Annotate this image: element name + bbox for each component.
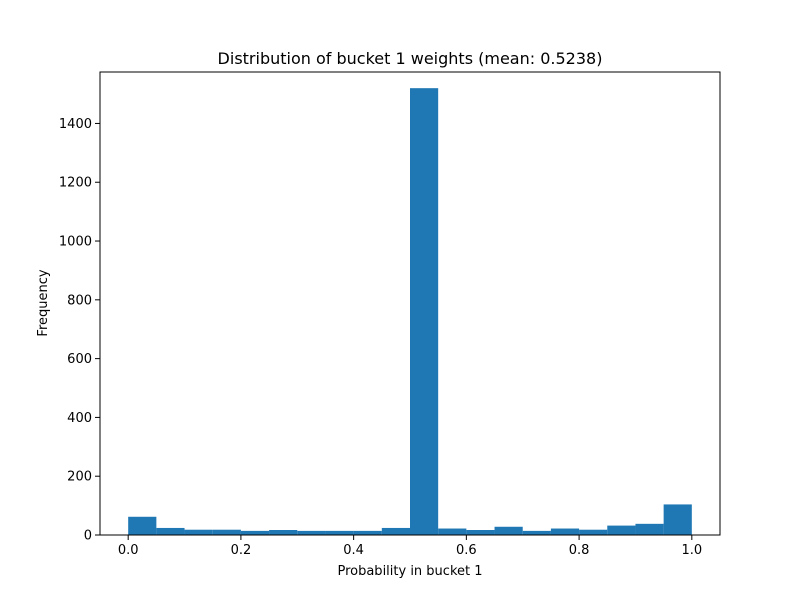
x-tick-label: 0.4 — [343, 543, 364, 558]
x-tick-label: 0.2 — [231, 543, 252, 558]
x-tick-label: 0.0 — [118, 543, 139, 558]
y-axis-label: Frequency — [36, 269, 51, 336]
y-tick-label: 800 — [67, 293, 92, 308]
histogram-bar — [297, 530, 326, 535]
histogram-bar — [381, 527, 410, 535]
histogram-bar — [410, 88, 439, 536]
histogram-bar — [550, 528, 580, 535]
histogram-bar — [579, 529, 608, 535]
histogram-bar — [156, 527, 185, 535]
x-axis-ticks: 0.0 0.2 0.4 0.6 0.8 1.0 — [118, 535, 702, 558]
y-tick-label: 1400 — [59, 117, 92, 132]
y-tick-label: 200 — [67, 470, 92, 485]
x-axis-label: Probability in bucket 1 — [337, 564, 482, 579]
histogram-bar — [184, 529, 213, 535]
histogram-bar — [212, 529, 241, 535]
x-tick-label: 0.6 — [456, 543, 477, 558]
bars-group — [128, 88, 692, 536]
y-axis-ticks: 0 200 400 600 800 1000 1200 1400 — [59, 117, 100, 544]
histogram-bar — [663, 504, 692, 535]
y-tick-label: 400 — [67, 411, 92, 426]
y-tick-label: 1000 — [59, 235, 92, 250]
histogram-bar — [522, 530, 551, 535]
histogram-bar — [128, 516, 157, 535]
histogram-bar — [607, 525, 636, 535]
histogram-bar — [438, 528, 467, 535]
chart-title: Distribution of bucket 1 weights (mean: … — [218, 49, 603, 68]
histogram-bar — [240, 530, 270, 535]
histogram-bar — [494, 526, 523, 535]
histogram-bar — [353, 530, 382, 535]
y-tick-label: 1200 — [59, 176, 92, 191]
histogram-bar — [325, 530, 354, 535]
plot-frame — [99, 71, 721, 536]
histogram-bar — [466, 530, 495, 535]
y-tick-label: 0 — [84, 529, 92, 544]
y-tick-label: 600 — [67, 352, 92, 367]
x-tick-label: 1.0 — [681, 543, 702, 558]
histogram-bar — [635, 523, 664, 535]
histogram-bar — [269, 530, 298, 535]
x-tick-label: 0.8 — [569, 543, 590, 558]
